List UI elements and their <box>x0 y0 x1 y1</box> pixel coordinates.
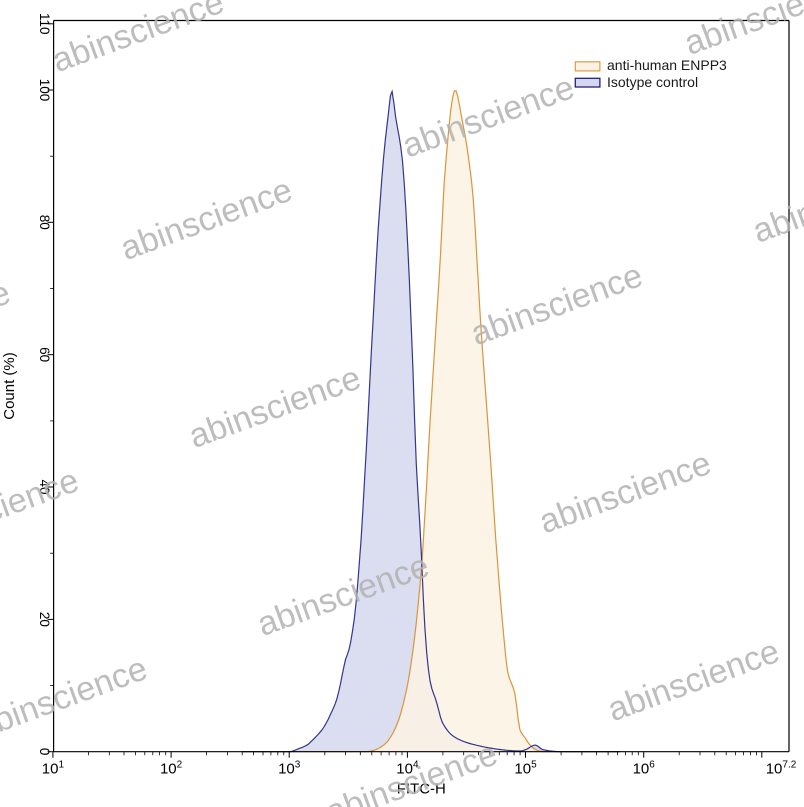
svg-text:Isotype control: Isotype control <box>607 74 698 90</box>
svg-text:105: 105 <box>514 760 537 778</box>
svg-text:100: 100 <box>37 79 52 102</box>
svg-text:103: 103 <box>278 760 301 778</box>
svg-text:107.2: 107.2 <box>766 760 797 778</box>
svg-text:20: 20 <box>37 612 52 627</box>
svg-text:Count (%): Count (%) <box>1 352 18 420</box>
svg-text:102: 102 <box>160 760 183 778</box>
svg-text:80: 80 <box>37 215 52 230</box>
svg-text:110: 110 <box>37 13 52 35</box>
svg-text:60: 60 <box>37 347 52 362</box>
svg-text:0: 0 <box>37 748 52 756</box>
svg-text:anti-human ENPP3: anti-human ENPP3 <box>607 57 727 73</box>
svg-text:FITC-H: FITC-H <box>397 781 446 798</box>
svg-text:106: 106 <box>633 760 656 778</box>
svg-text:104: 104 <box>396 760 419 778</box>
svg-text:101: 101 <box>42 760 65 778</box>
svg-text:40: 40 <box>37 479 52 494</box>
